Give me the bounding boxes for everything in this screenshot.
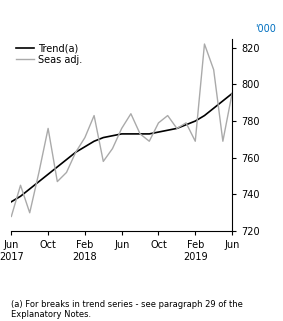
Seas adj. <box>147 139 151 143</box>
Trend(a) <box>175 126 179 130</box>
Trend(a) <box>221 99 224 103</box>
Trend(a) <box>157 130 160 134</box>
Trend(a) <box>184 123 188 127</box>
Seas adj. <box>138 132 142 136</box>
Seas adj. <box>28 211 31 215</box>
Trend(a) <box>194 119 197 123</box>
Trend(a) <box>166 128 169 132</box>
Trend(a) <box>55 165 59 169</box>
Seas adj. <box>111 147 114 151</box>
Trend(a) <box>111 134 114 138</box>
Seas adj. <box>55 180 59 184</box>
Trend(a) <box>46 172 50 176</box>
Trend(a) <box>37 180 41 184</box>
Seas adj. <box>19 183 22 187</box>
Seas adj. <box>120 126 123 130</box>
Trend(a) <box>129 132 132 136</box>
Trend(a) <box>92 139 96 143</box>
Seas adj. <box>102 160 105 163</box>
Trend(a) <box>19 194 22 198</box>
Line: Trend(a): Trend(a) <box>11 93 232 202</box>
Seas adj. <box>157 121 160 125</box>
Seas adj. <box>230 91 234 95</box>
Seas adj. <box>74 150 77 154</box>
Trend(a) <box>74 150 77 154</box>
Seas adj. <box>65 170 68 174</box>
Trend(a) <box>212 106 215 110</box>
Seas adj. <box>203 42 206 46</box>
Seas adj. <box>212 68 215 72</box>
Trend(a) <box>28 187 31 191</box>
Seas adj. <box>10 214 13 218</box>
Seas adj. <box>129 112 132 116</box>
Text: '000: '000 <box>255 24 276 34</box>
Text: (a) For breaks in trend series - see paragraph 29 of the
Explanatory Notes.: (a) For breaks in trend series - see par… <box>11 300 243 319</box>
Seas adj. <box>194 139 197 143</box>
Seas adj. <box>184 121 188 125</box>
Seas adj. <box>175 126 179 130</box>
Trend(a) <box>203 114 206 117</box>
Seas adj. <box>46 126 50 130</box>
Trend(a) <box>83 145 87 149</box>
Trend(a) <box>147 132 151 136</box>
Line: Seas adj.: Seas adj. <box>11 44 232 216</box>
Trend(a) <box>230 91 234 95</box>
Trend(a) <box>102 136 105 140</box>
Seas adj. <box>92 114 96 117</box>
Seas adj. <box>37 170 41 174</box>
Seas adj. <box>166 114 169 117</box>
Trend(a) <box>65 158 68 161</box>
Seas adj. <box>83 136 87 140</box>
Trend(a) <box>138 132 142 136</box>
Trend(a) <box>120 132 123 136</box>
Legend: Trend(a), Seas adj.: Trend(a), Seas adj. <box>16 43 82 65</box>
Trend(a) <box>10 200 13 204</box>
Seas adj. <box>221 139 224 143</box>
